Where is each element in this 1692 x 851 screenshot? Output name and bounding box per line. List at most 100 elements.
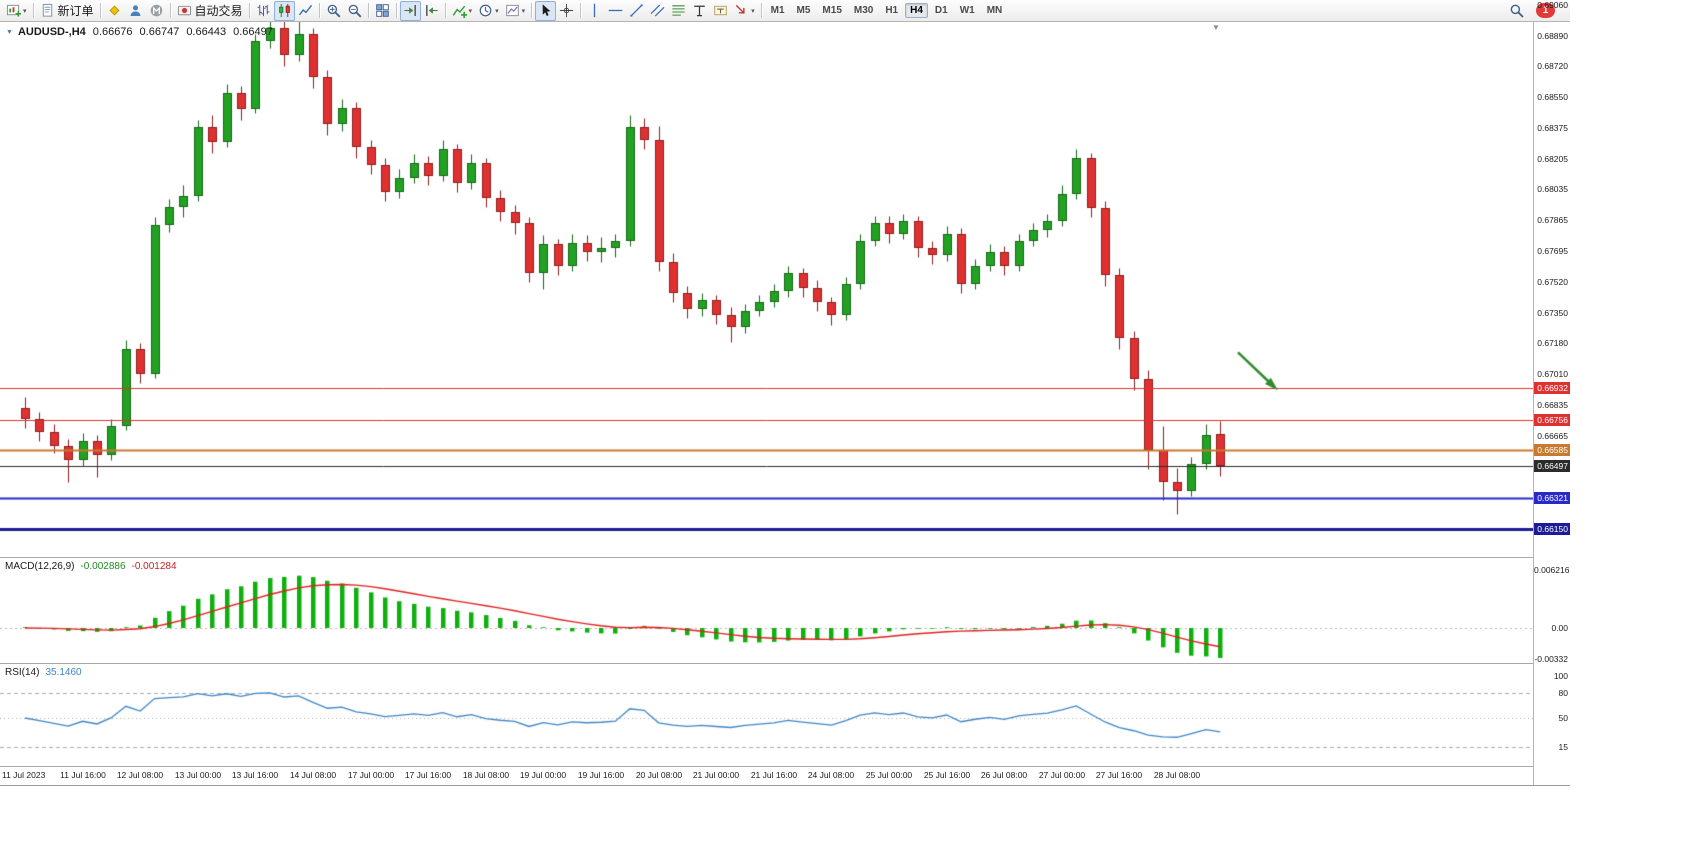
time-axis-label: 18 Jul 08:00 <box>462 770 510 780</box>
rsi-axis-label: 100 <box>1553 671 1568 682</box>
trendline-button[interactable] <box>626 1 647 21</box>
zoom-in-button[interactable] <box>323 1 344 21</box>
price-level-tag: 0.66756 <box>1534 413 1570 426</box>
candlestick-button[interactable] <box>273 0 295 21</box>
autoscroll-icon <box>403 3 418 18</box>
text-button[interactable] <box>689 1 710 21</box>
price-tick-label: 0.68035 <box>1537 184 1568 195</box>
time-axis-label: 11 Jul 2023 <box>2 770 46 780</box>
time-axis-label: 17 Jul 00:00 <box>347 770 395 780</box>
toolbar-separator <box>318 3 320 18</box>
toolbar-right: 1 <box>1506 1 1567 21</box>
ohlc-high: 0.66747 <box>139 26 180 38</box>
dropdown-caret-icon: ▾ <box>521 7 526 15</box>
navigator-icon <box>128 3 143 18</box>
metaquotes-button[interactable] <box>146 1 167 21</box>
autotrading-button[interactable]: 自动交易 <box>174 1 246 21</box>
one-click-trading-toggle[interactable]: ▼ <box>6 28 13 36</box>
toolbar-separator <box>760 3 762 18</box>
hline-icon <box>608 3 623 18</box>
time-axis-label: 27 Jul 00:00 <box>1038 770 1086 780</box>
price-tick-label: 0.66835 <box>1537 400 1568 411</box>
periods-button[interactable]: ▾ <box>475 1 502 21</box>
main-chart-canvas[interactable] <box>0 22 1533 557</box>
chart-shift-marker[interactable]: ▼ <box>1212 23 1220 32</box>
hline-button[interactable] <box>605 1 626 21</box>
rsi-panel-canvas[interactable] <box>0 664 1533 766</box>
timeframe-W1[interactable]: W1 <box>959 5 975 16</box>
time-axis-label: 12 Jul 08:00 <box>116 770 164 780</box>
timeframe-MN[interactable]: MN <box>986 5 1003 16</box>
notification-badge[interactable]: 1 <box>1536 3 1555 18</box>
time-axis[interactable]: 11 Jul 2023 11 Jul 16:00 12 Jul 08:00 13 Ju… <box>0 767 1533 785</box>
dropdown-caret-icon: ▾ <box>468 7 473 15</box>
arrows-button[interactable]: ▾ <box>731 1 758 21</box>
macd-panel-canvas[interactable] <box>0 558 1533 663</box>
line-chart-icon <box>298 3 313 18</box>
toolbar-separator <box>248 3 250 18</box>
chart-shift-button[interactable] <box>421 1 442 21</box>
toolbar-separator <box>99 3 101 18</box>
vline-button[interactable] <box>584 1 605 21</box>
new-chart-button[interactable]: ▾ <box>3 1 30 21</box>
timeframe-H4[interactable]: H4 <box>905 3 928 18</box>
ohlc-close: 0.66497 <box>233 26 273 38</box>
autoscroll-button[interactable] <box>399 0 421 21</box>
rsi-axis-label: 80 <box>1558 688 1568 698</box>
tile-windows-button[interactable] <box>372 1 393 21</box>
new-order-button[interactable]: 新订单 <box>37 1 97 21</box>
fibonacci-button[interactable] <box>668 1 689 21</box>
price-scale[interactable]: 0.69060 0.68890 0.68720 0.68550 0.68375 0.682… <box>1534 0 1570 785</box>
chart-symbol-label: AUDUSD-,H4 <box>17 26 86 38</box>
timeframe-M5[interactable]: M5 <box>796 5 811 16</box>
line-chart-button[interactable] <box>295 1 316 21</box>
periods-icon <box>478 3 493 18</box>
dropdown-caret-icon: ▾ <box>23 7 27 15</box>
chart-title: ▼ AUDUSD-,H4 0.66676 0.66747 0.66443 0.6… <box>6 26 273 38</box>
timeframe-D1[interactable]: D1 <box>934 5 948 16</box>
timeframe-H1[interactable]: H1 <box>885 5 899 16</box>
tile-windows-icon <box>375 3 390 18</box>
label-icon <box>713 3 728 18</box>
rsi-value: 35.1460 <box>45 667 82 678</box>
price-tick-label: 0.69060 <box>1537 0 1568 10</box>
timeframe-M15[interactable]: M15 <box>822 5 842 16</box>
search-button[interactable] <box>1506 1 1527 21</box>
crosshair-button[interactable] <box>556 1 577 21</box>
chart-shift-icon <box>424 3 439 18</box>
cursor-icon <box>538 3 553 18</box>
templates-button[interactable]: ▾ <box>502 1 529 21</box>
search-icon <box>1509 3 1524 18</box>
time-axis-label: 20 Jul 08:00 <box>635 770 683 780</box>
navigator-button[interactable] <box>125 1 146 21</box>
macd-main-value: -0.002886 <box>80 561 126 572</box>
indicators-button[interactable]: ▾ <box>449 1 476 21</box>
label-button[interactable] <box>710 1 731 21</box>
chart-bottom-border <box>0 785 1570 786</box>
panel-divider[interactable] <box>0 766 1533 767</box>
bar-chart-button[interactable] <box>253 1 274 21</box>
mt4-window: ▾ 新订单 自动交易 ▾ ▾ ▾ ▾ M1 M5 M15 M30 H1 H4 D1 W1 MN 1 ▼ AUD… <box>0 0 1570 786</box>
price-tick-label: 0.67865 <box>1537 215 1568 226</box>
timeframe-M30[interactable]: M30 <box>853 5 874 16</box>
time-axis-label: 13 Jul 16:00 <box>231 770 279 780</box>
autotrading-icon <box>177 3 192 18</box>
toolbar-separator <box>367 3 369 18</box>
candlestick-icon <box>277 3 292 18</box>
cursor-button[interactable] <box>535 0 557 21</box>
price-level-tag: 0.66585 <box>1534 444 1570 457</box>
price-level-tag: 0.66497 <box>1534 460 1570 473</box>
channel-button[interactable] <box>647 1 668 21</box>
profiles-button[interactable] <box>104 1 125 21</box>
dropdown-caret-icon: ▾ <box>751 7 755 15</box>
panel-divider[interactable] <box>0 557 1533 558</box>
price-level-tag: 0.66321 <box>1534 491 1570 504</box>
panel-divider[interactable] <box>0 663 1533 664</box>
price-tick-label: 0.68890 <box>1537 30 1568 41</box>
timeframe-M1[interactable]: M1 <box>770 5 785 16</box>
toolbar: ▾ 新订单 自动交易 ▾ ▾ ▾ ▾ M1 M5 M15 M30 H1 H4 D1 W1 MN 1 <box>0 0 1570 22</box>
zoom-out-button[interactable] <box>344 1 365 21</box>
price-tick-label: 0.67180 <box>1537 338 1568 349</box>
macd-axis-label: 0.006216 <box>1534 564 1570 575</box>
